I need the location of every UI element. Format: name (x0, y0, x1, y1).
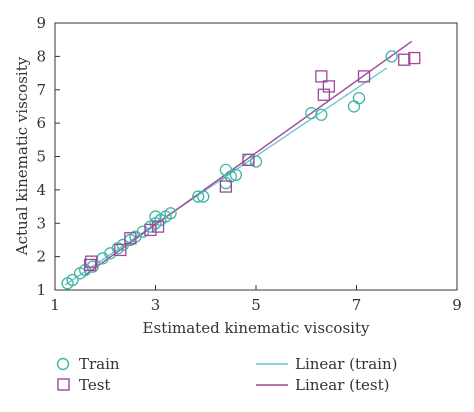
y-tick-label: 9 (36, 14, 46, 32)
train-point (197, 190, 210, 203)
axis-ticks: 1 3 5 7 9 1 2 3 4 5 6 7 8 9 (36, 14, 461, 314)
y-tick-label: 5 (36, 148, 46, 166)
test-point (219, 180, 233, 193)
test-point (85, 255, 98, 268)
x-tick-label: 7 (352, 296, 362, 314)
test-point (242, 153, 255, 166)
test-point (151, 220, 165, 233)
train-point (352, 91, 366, 105)
y-tick-label: 4 (36, 181, 46, 199)
train-point (347, 100, 361, 113)
legend-linear-train-label: Linear (train) (295, 355, 397, 373)
y-tick-label: 2 (36, 248, 46, 266)
x-axis-label: Estimated kinematic viscosity (143, 319, 370, 337)
y-tick-label: 8 (36, 47, 46, 65)
test-point (315, 70, 328, 83)
test-point (398, 53, 411, 66)
trendline-linear-test (84, 40, 413, 276)
train-point (242, 153, 255, 166)
legend: Train Test Linear (train) Linear (test) (56, 355, 397, 394)
train-point (305, 106, 318, 120)
y-tick-label: 1 (36, 281, 46, 299)
train-point (66, 273, 79, 287)
legend-train-marker (56, 357, 70, 371)
test-point (114, 243, 127, 257)
y-axis-label: Actual kinematic viscosity (13, 56, 31, 256)
train-point (229, 168, 243, 182)
train-point (249, 155, 263, 168)
y-tick-label: 3 (36, 214, 46, 232)
trendlines (64, 40, 413, 286)
test-point (357, 70, 371, 83)
y-tick-label: 6 (36, 114, 46, 132)
train-point (192, 190, 205, 203)
test-point (124, 232, 137, 245)
test-point (408, 51, 421, 65)
x-tick-label: 1 (50, 296, 60, 314)
legend-test-marker (57, 378, 70, 391)
x-tick-label: 5 (251, 296, 261, 314)
test-point (322, 80, 336, 93)
y-tick-label: 7 (36, 81, 46, 99)
train-point (385, 50, 398, 63)
legend-linear-test-label: Linear (test) (295, 376, 390, 394)
train-point (315, 108, 328, 121)
x-tick-label: 3 (151, 296, 161, 314)
test-point (144, 223, 157, 237)
test-point (84, 258, 97, 272)
legend-train-label: Train (79, 355, 120, 373)
data-points (61, 50, 421, 290)
legend-test-label: Test (79, 376, 110, 394)
train-point (164, 207, 177, 220)
x-tick-label: 9 (452, 296, 462, 314)
